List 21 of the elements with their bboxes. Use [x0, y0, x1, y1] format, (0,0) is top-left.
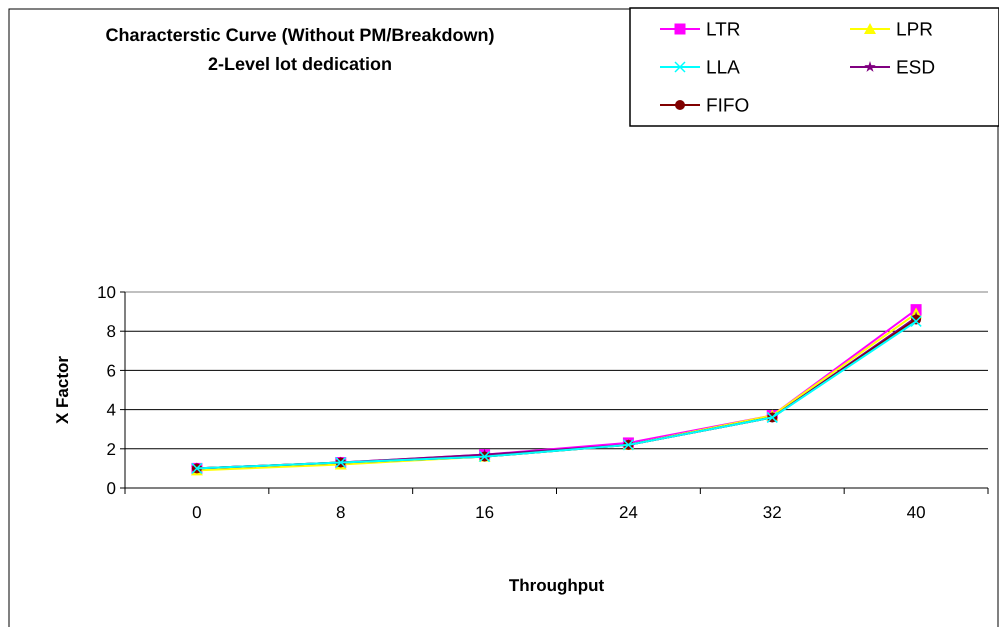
x-tick-label: 0	[192, 503, 202, 522]
y-tick-label: 10	[97, 282, 116, 302]
y-tick-label: 6	[106, 361, 116, 380]
legend-label: ESD	[896, 58, 936, 79]
x-tick-label: 8	[336, 503, 346, 522]
legend-label: LTR	[706, 20, 740, 41]
legend-label: FIFO	[706, 96, 750, 117]
chart-title: Characterstic Curve (Without PM/Breakdown)	[106, 25, 494, 45]
legend-label: LPR	[896, 20, 933, 41]
y-tick-label: 0	[106, 478, 116, 498]
x-tick-label: 40	[906, 503, 926, 522]
x-tick-label: 16	[475, 503, 494, 522]
chart-subtitle: 2-Level lot dedication	[208, 54, 392, 74]
y-tick-label: 4	[106, 400, 116, 420]
y-tick-label: 2	[106, 440, 116, 459]
x-axis-title: Throughput	[508, 576, 605, 595]
y-tick-label: 8	[106, 322, 116, 342]
x-tick-label: 32	[762, 503, 782, 522]
x-tick-label: 24	[618, 503, 638, 522]
y-axis-title: X Factor	[53, 356, 72, 424]
legend-label: LLA	[706, 58, 740, 79]
